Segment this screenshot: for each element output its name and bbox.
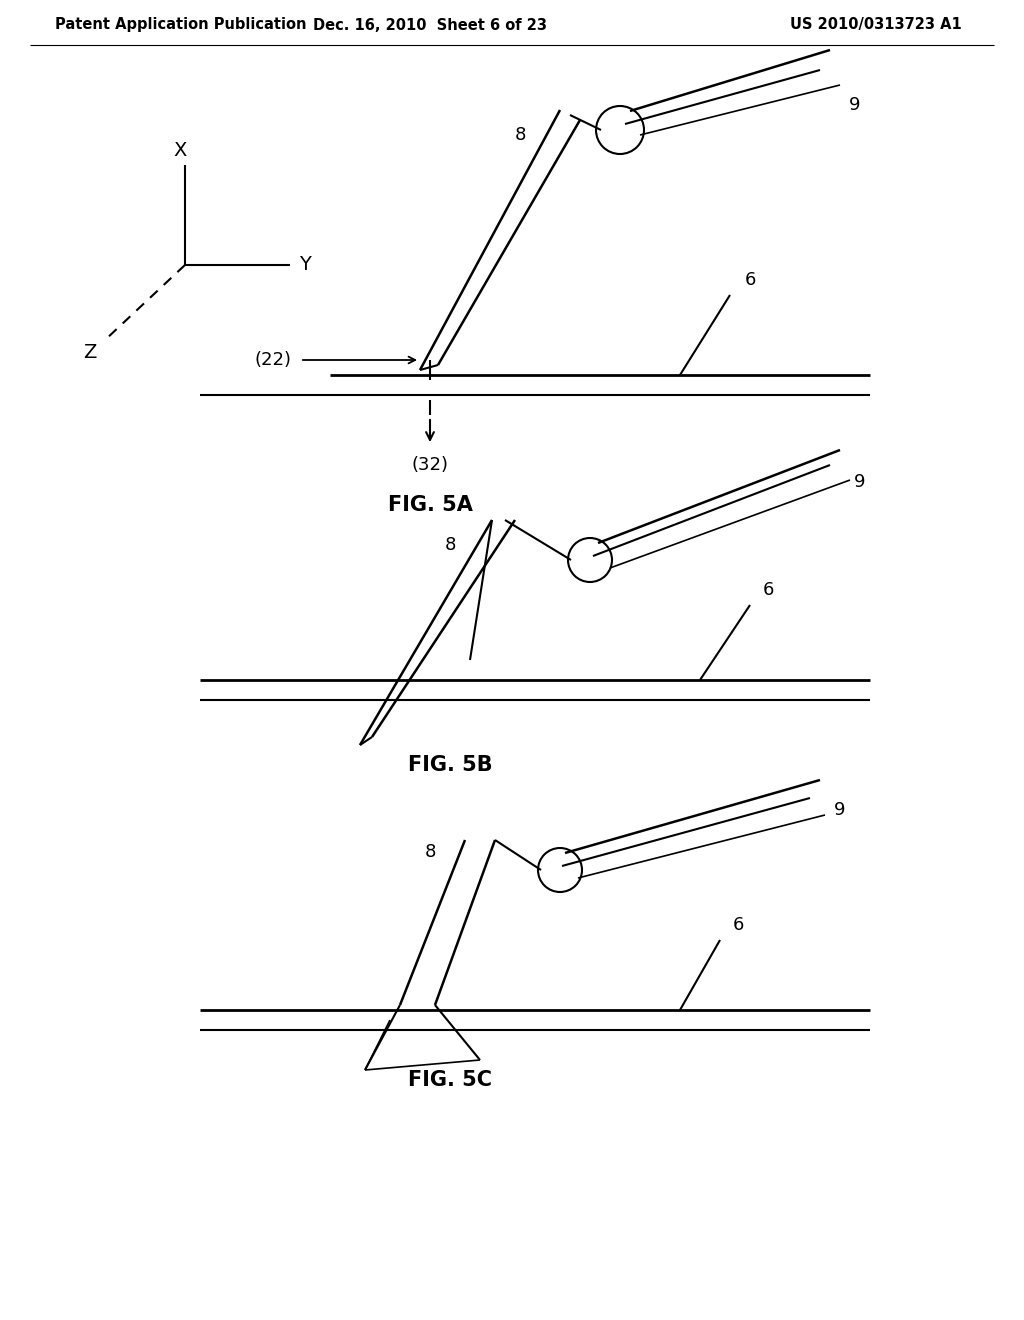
Text: Y: Y	[299, 256, 311, 275]
Text: 8: 8	[424, 843, 435, 861]
Text: (22): (22)	[255, 351, 292, 370]
Text: 8: 8	[514, 125, 525, 144]
Text: Dec. 16, 2010  Sheet 6 of 23: Dec. 16, 2010 Sheet 6 of 23	[313, 17, 547, 33]
Text: 6: 6	[762, 581, 774, 599]
Text: 9: 9	[835, 801, 846, 818]
Text: 9: 9	[854, 473, 865, 491]
Text: X: X	[173, 140, 186, 160]
Text: US 2010/0313723 A1: US 2010/0313723 A1	[790, 17, 962, 33]
Text: FIG. 5C: FIG. 5C	[408, 1071, 492, 1090]
Text: 8: 8	[444, 536, 456, 554]
Text: 6: 6	[744, 271, 756, 289]
Text: 9: 9	[849, 96, 861, 114]
Text: FIG. 5B: FIG. 5B	[408, 755, 493, 775]
Text: (32): (32)	[412, 455, 449, 474]
Text: Patent Application Publication: Patent Application Publication	[55, 17, 306, 33]
Text: Z: Z	[83, 343, 96, 363]
Text: 6: 6	[732, 916, 743, 935]
Text: FIG. 5A: FIG. 5A	[387, 495, 472, 515]
